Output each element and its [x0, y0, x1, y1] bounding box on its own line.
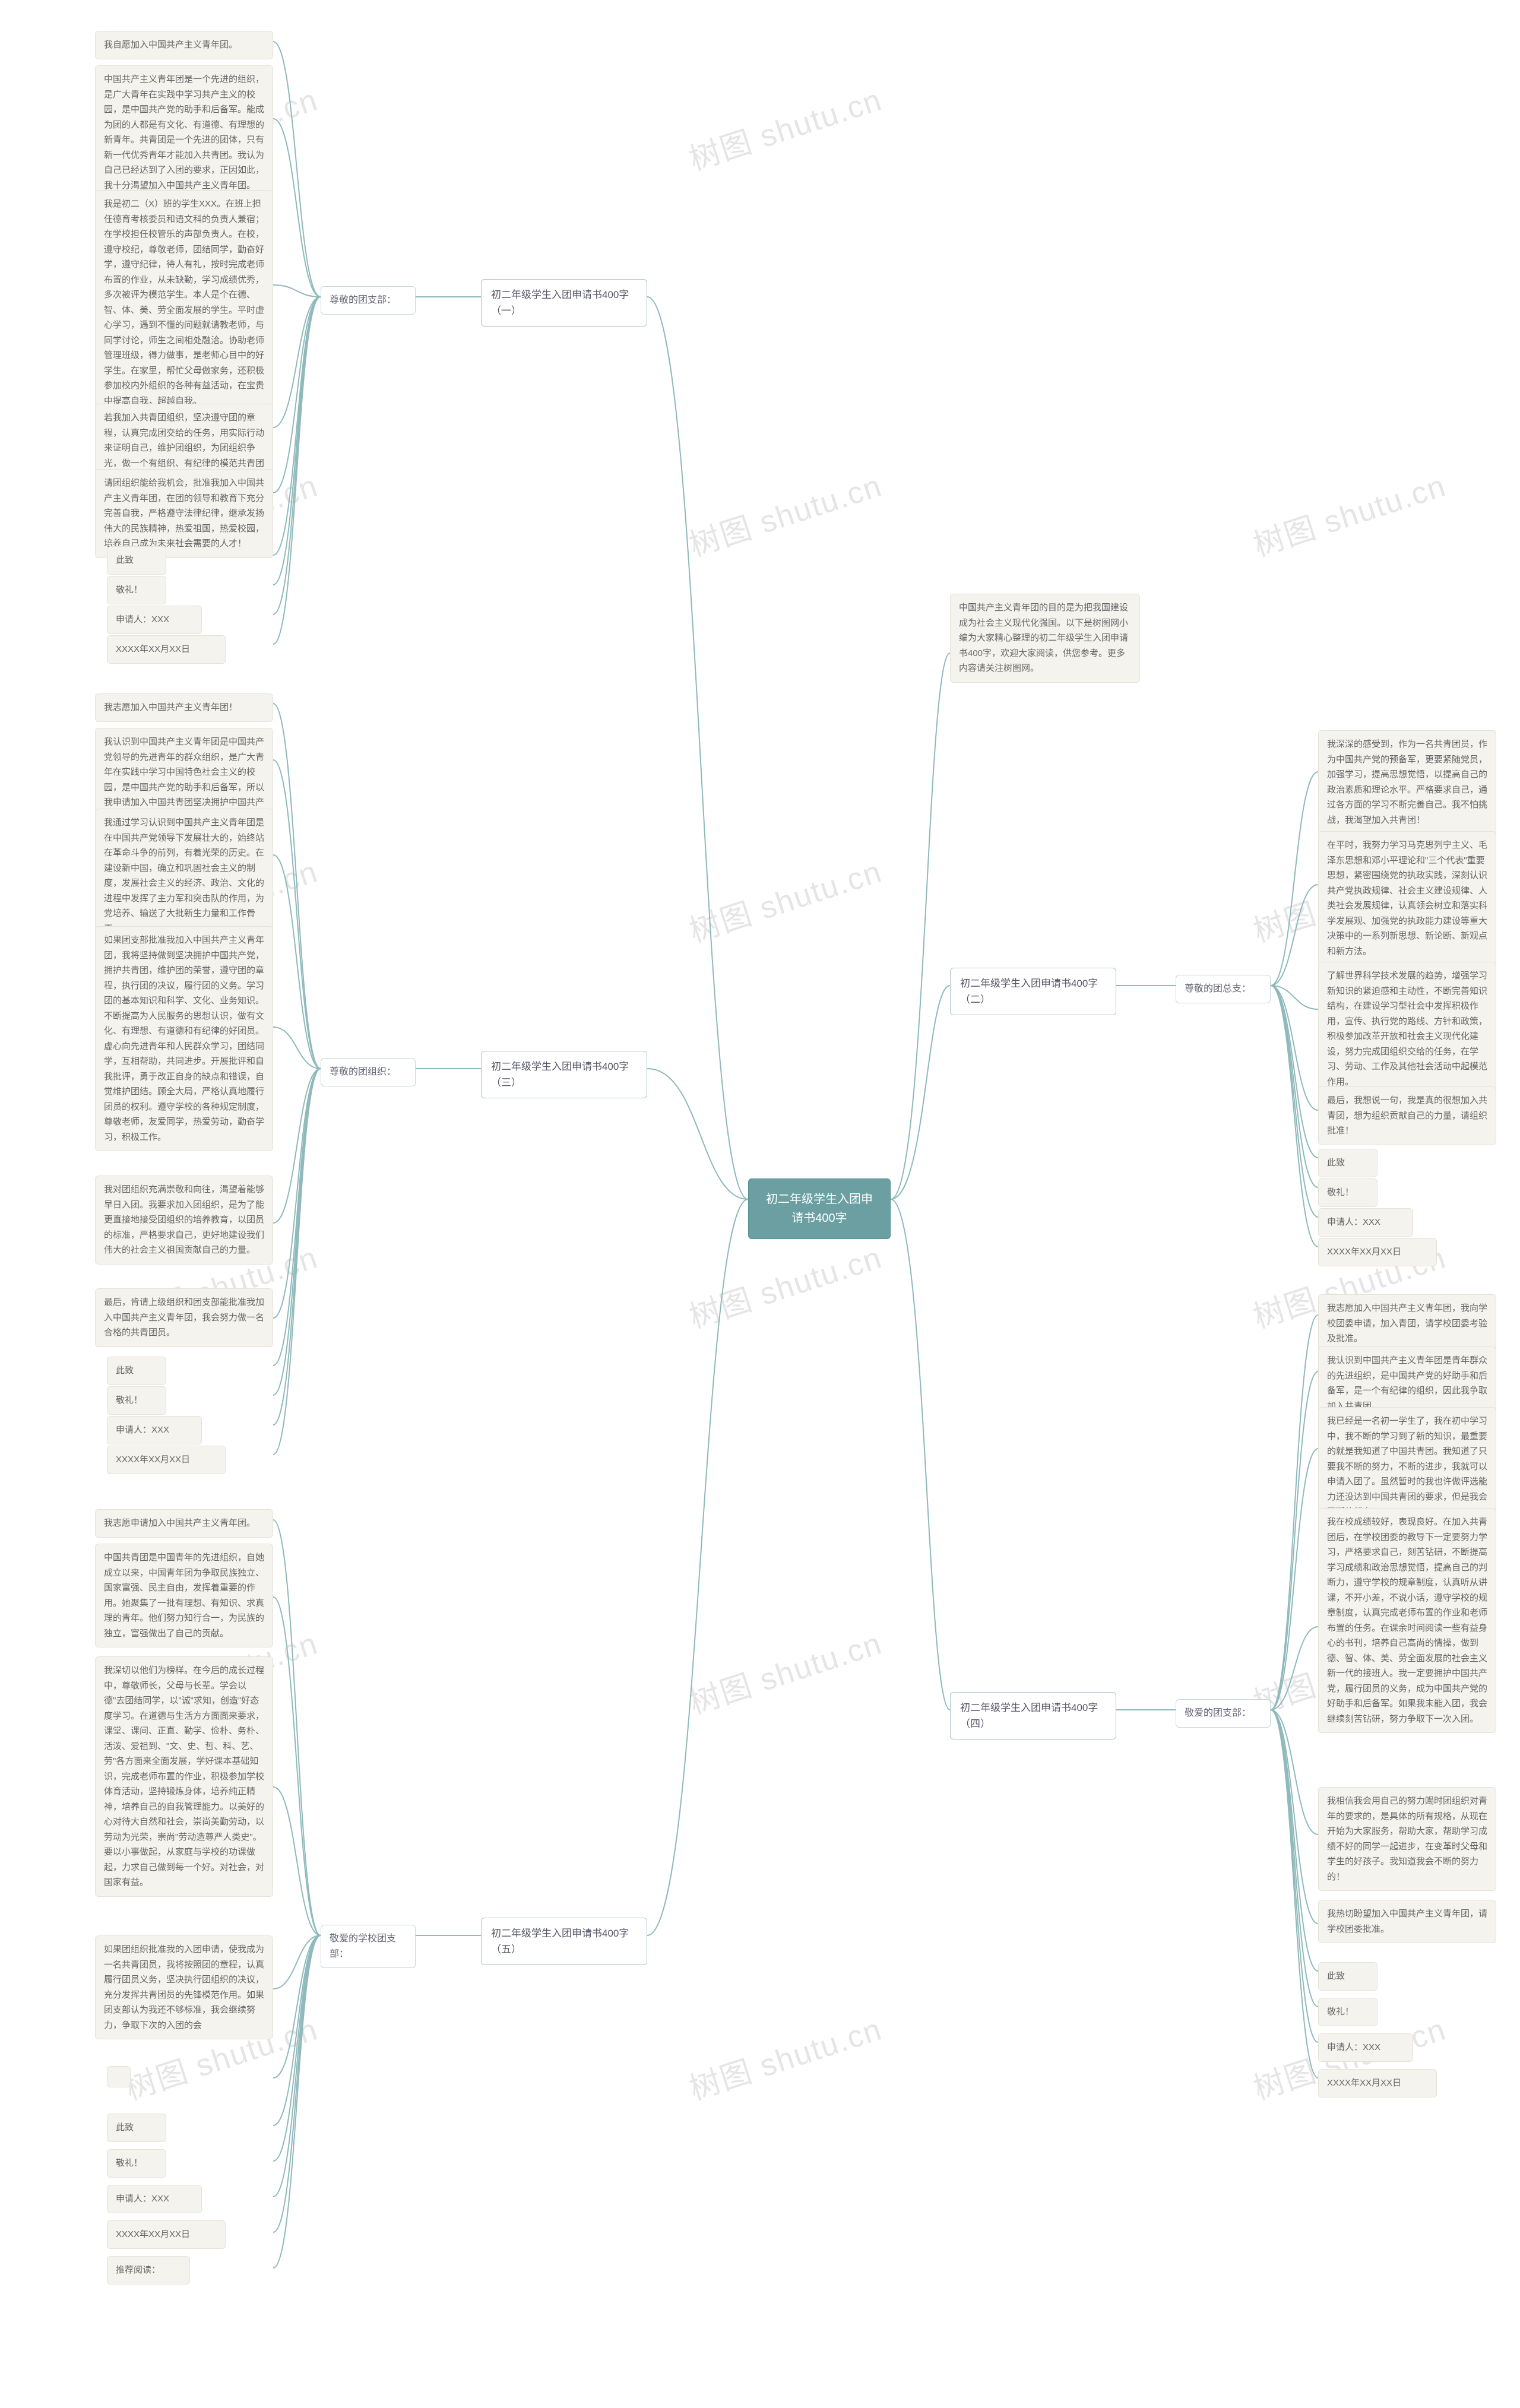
leaf-3-7: 敬礼！ [107, 1386, 166, 1415]
branch-4: 初二年级学生入团申请书400字（四） [950, 1692, 1116, 1740]
watermark: 树图 shutu.cn [683, 1232, 887, 1336]
branch-3: 初二年级学生入团申请书400字（三） [481, 1051, 647, 1098]
leaf-1-6: 敬礼！ [107, 576, 166, 604]
leaf-3-4: 我对团组织充满崇敬和向往，渴望着能够早日入团。我要求加入团组织，是为了能更直接地… [95, 1176, 273, 1265]
leaf-2-6: 申请人：XXX [1318, 1208, 1413, 1237]
leaf-1-0: 我自愿加入中国共产主义青年团。 [95, 31, 273, 59]
leaf-5-7: 申请人：XXX [107, 2185, 202, 2213]
leaf-1-2: 我是初二（X）班的学生XXX。在班上担任德育考核委员和语文科的负责人兼宿；在学校… [95, 190, 273, 415]
leaf-2-5: 敬礼！ [1318, 1178, 1378, 1207]
leaf-3-5: 最后，肯请上级组织和团支部能批准我加入中国共产主义青年团，我会努力做一名合格的共… [95, 1288, 273, 1347]
leaf-4-4: 我相信我会用自己的努力赐时团组织对青年的要求的，是具体的所有规格，从现在开始为大… [1318, 1787, 1496, 1891]
leaf-1-4: 请团组织能给我机会，批准我加入中国共产主义青年团，在团的领导和教育下充分完善自我… [95, 469, 273, 558]
leaf-3-9: XXXX年XX月XX日 [107, 1446, 226, 1474]
sub-2: 尊敬的团总支： [1176, 975, 1271, 1003]
leaf-5-6: 敬礼！ [107, 2149, 166, 2178]
intro-2: 中国共产主义青年团的目的是为把我国建设成为社会主义现代化强国。以下是树图网小编为… [950, 594, 1140, 683]
leaf-4-3: 我在校成绩较好，表现良好。在加入共青团后，在学校团委的教导下一定要努力学习，严格… [1318, 1508, 1496, 1733]
sub-5: 敬爱的学校团支部： [321, 1925, 416, 1968]
leaf-2-3: 最后，我想说一句，我是真的很想加入共青团，想为组织贡献自己的力量，请组织批准！ [1318, 1086, 1496, 1145]
leaf-2-0: 我深深的感受到，作为一名共青团员，作为中国共产党的预备军，更要紧随党员，加强学习… [1318, 730, 1496, 834]
leaf-5-5: 此致 [107, 2114, 166, 2142]
watermark: 树图 shutu.cn [683, 2004, 887, 2108]
branch-1: 初二年级学生入团申请书400字（一） [481, 279, 647, 327]
sub-3: 尊敬的团组织： [321, 1058, 416, 1086]
leaf-3-8: 申请人：XXX [107, 1416, 202, 1444]
sub-4: 敬爱的团支部： [1176, 1699, 1271, 1728]
leaf-5-0: 我志愿申请加入中国共产主义青年团。 [95, 1509, 273, 1538]
leaf-5-4 [107, 2066, 131, 2087]
leaf-2-1: 在平时，我努力学习马克思列宁主义、毛泽东思想和邓小平理论和"三个代表"重要思想，… [1318, 831, 1496, 965]
leaf-2-7: XXXX年XX月XX日 [1318, 1238, 1437, 1266]
watermark: 树图 shutu.cn [683, 75, 887, 179]
watermark: 树图 shutu.cn [1247, 461, 1451, 565]
leaf-4-7: 敬礼！ [1318, 1998, 1378, 2026]
leaf-3-2: 我通过学习认识到中国共产主义青年团是在中国共产党领导下发展壮大的，始终站在革命斗… [95, 809, 273, 943]
leaf-3-0: 我志愿加入中国共产主义青年团！ [95, 693, 273, 722]
watermark: 树图 shutu.cn [683, 847, 887, 950]
leaf-2-2: 了解世界科学技术发展的趋势，增强学习新知识的紧迫感和主动性，不断完善知识结构，在… [1318, 962, 1496, 1096]
leaf-1-7: 申请人：XXX [107, 606, 202, 634]
center-node: 初二年级学生入团申请书400字 [748, 1178, 891, 1239]
branch-2: 初二年级学生入团申请书400字（二） [950, 968, 1116, 1015]
leaf-4-8: 申请人：XXX [1318, 2033, 1413, 2062]
leaf-2-4: 此致 [1318, 1149, 1378, 1177]
leaf-4-9: XXXX年XX月XX日 [1318, 2069, 1437, 2098]
leaf-5-3: 如果团组织批准我的入团申请，使我成为一名共青团员，我将按照团的章程，认真履行团员… [95, 1935, 273, 2039]
sub-1: 尊敬的团支部： [321, 286, 416, 315]
leaf-4-0: 我志愿加入中国共产主义青年团，我向学校团委申请，加入青团，请学校团委考验及批准。 [1318, 1294, 1496, 1353]
leaf-3-3: 如果团支部批准我加入中国共产主义青年团，我将坚持做到坚决拥护中国共产党，拥护共青… [95, 926, 273, 1151]
leaf-5-2: 我深切以他们为榜样。在今后的成长过程中，尊敬师长，父母与长辈。学会以德"去团结同… [95, 1656, 273, 1897]
leaf-5-1: 中国共青团是中国青年的先进组织，自她成立以来，中国青年团为争取民族独立、国家富强… [95, 1544, 273, 1647]
watermark: 树图 shutu.cn [683, 1618, 887, 1722]
leaf-5-9: 推荐阅读： [107, 2256, 190, 2285]
leaf-1-5: 此致 [107, 546, 166, 575]
branch-5: 初二年级学生入团申请书400字（五） [481, 1918, 647, 1965]
leaf-1-8: XXXX年XX月XX日 [107, 635, 226, 664]
leaf-5-8: XXXX年XX月XX日 [107, 2220, 226, 2249]
leaf-1-1: 中国共产主义青年团是一个先进的组织，是广大青年在实践中学习共产主义的校园，是中国… [95, 65, 273, 199]
leaf-3-6: 此致 [107, 1357, 166, 1385]
leaf-4-5: 我热切盼望加入中国共产主义青年团，请学校团委批准。 [1318, 1900, 1496, 1943]
leaf-4-6: 此致 [1318, 1962, 1378, 1991]
watermark: 树图 shutu.cn [683, 461, 887, 565]
